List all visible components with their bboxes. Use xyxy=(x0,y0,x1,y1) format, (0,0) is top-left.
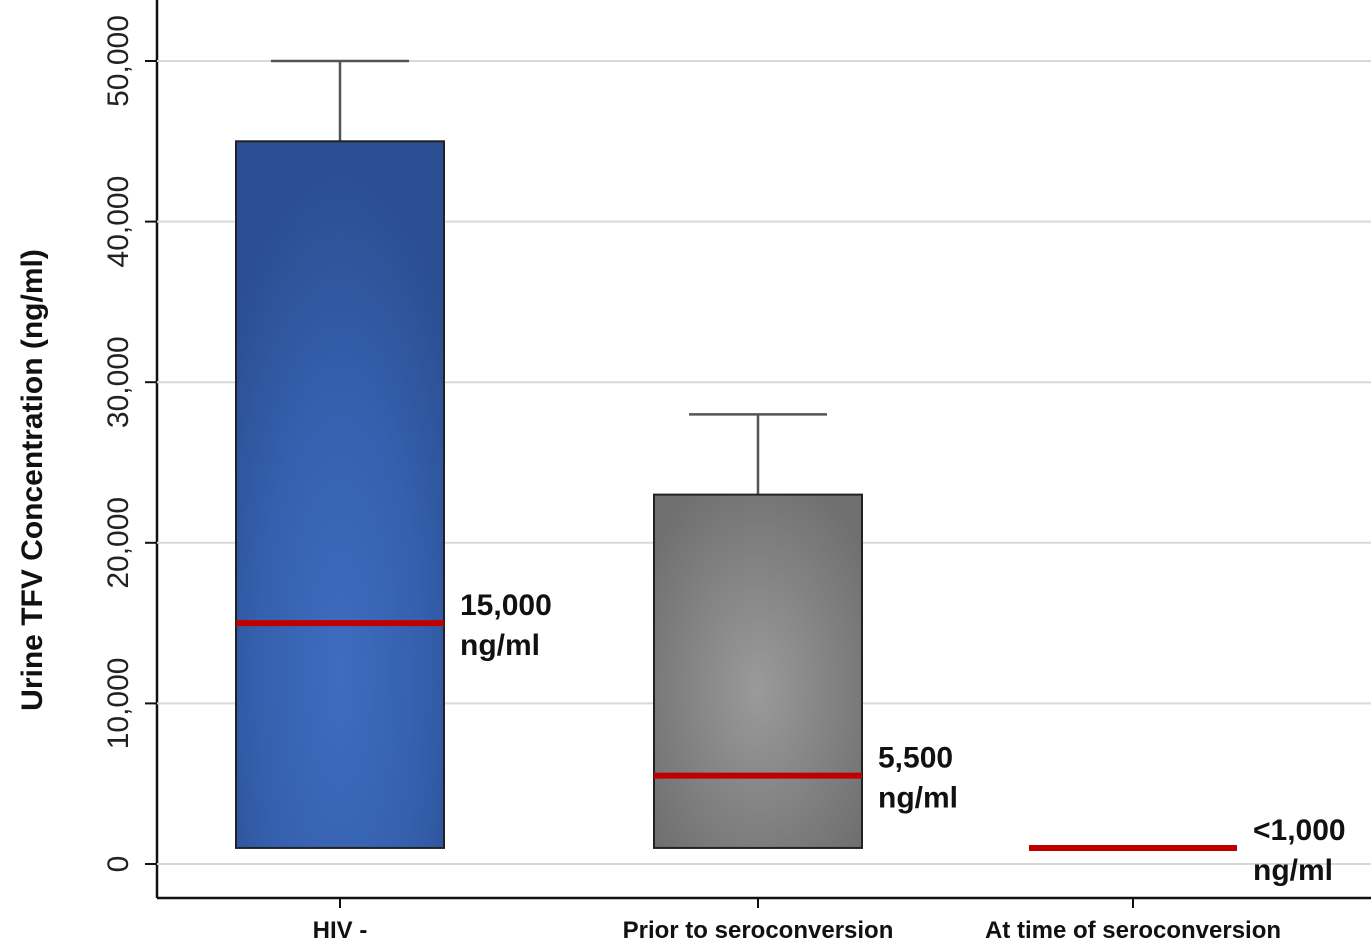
y-tick-label: 40,000 xyxy=(102,176,135,268)
box-group: <1,000 ng/ml xyxy=(1029,814,1346,887)
x-tick-label: HIV - xyxy=(313,917,368,944)
box-group: 15,000 ng/ml xyxy=(235,59,552,849)
median-annotation-value: <1,000 xyxy=(1253,814,1346,847)
y-tick-label: 50,000 xyxy=(102,15,135,107)
y-tick-label: 0 xyxy=(102,856,135,873)
box-iqr xyxy=(235,140,445,849)
median-annotation-value: 5,500 xyxy=(878,742,953,775)
y-axis-label: Urine TFV Concentration (ng/ml) xyxy=(16,249,49,711)
median-annotation-value: 15,000 xyxy=(460,589,552,622)
x-tick-label: Prior to seroconversion xyxy=(623,917,894,944)
y-tick-label: 30,000 xyxy=(102,336,135,428)
median-annotation-unit: ng/ml xyxy=(1253,854,1333,887)
box-iqr xyxy=(653,493,863,849)
box-group: 5,500 ng/ml xyxy=(653,413,958,849)
median-annotation-unit: ng/ml xyxy=(460,629,540,662)
y-tick-label: 10,000 xyxy=(102,658,135,750)
x-tick-label: At time of seroconversion xyxy=(985,917,1281,944)
median-annotation-unit: ng/ml xyxy=(878,782,958,815)
y-tick-label: 20,000 xyxy=(102,497,135,589)
